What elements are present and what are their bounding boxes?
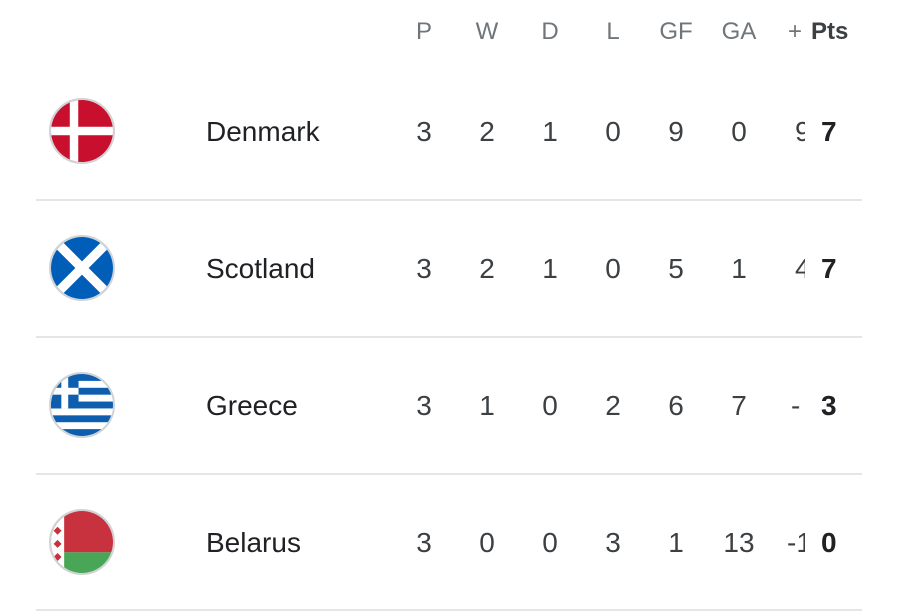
denmark-flag-icon — [49, 98, 115, 164]
table-header: P W D L GF GA + Pts — [0, 0, 900, 70]
header-goal-difference: + — [787, 18, 802, 45]
played-value: 3 — [416, 390, 432, 421]
won-value: 1 — [479, 390, 495, 421]
row-divider — [36, 199, 862, 201]
played-value: 3 — [416, 527, 432, 558]
lost-value: 3 — [605, 527, 621, 558]
goal-difference-value: - — [791, 390, 801, 421]
team-name[interactable]: Belarus — [206, 527, 301, 558]
played-value: 3 — [416, 253, 432, 284]
lost-value: 2 — [605, 390, 621, 421]
won-value: 0 — [479, 527, 495, 558]
team-name[interactable]: Scotland — [206, 253, 315, 284]
header-lost: L — [606, 18, 620, 45]
header-points: Pts — [811, 18, 849, 45]
drawn-value: 1 — [542, 253, 558, 284]
team-name[interactable]: Greece — [206, 390, 298, 421]
points-value: 7 — [821, 253, 837, 284]
row-divider — [36, 473, 862, 475]
drawn-value: 0 — [542, 527, 558, 558]
header-played: P — [415, 18, 432, 45]
goal-difference-value: -1 — [787, 527, 805, 558]
drawn-value: 0 — [542, 390, 558, 421]
drawn-value: 1 — [542, 116, 558, 147]
goals-against-value: 0 — [731, 116, 747, 147]
header-goals-against: GA — [721, 18, 757, 45]
table-row[interactable]: Scotland 3 2 1 0 5 1 4 7 — [0, 201, 900, 337]
lost-value: 0 — [605, 116, 621, 147]
row-divider — [36, 609, 862, 611]
points-value: 7 — [821, 116, 837, 147]
won-value: 2 — [479, 116, 495, 147]
table-row[interactable]: Denmark 3 2 1 0 9 0 9 7 — [0, 64, 900, 200]
goals-for-value: 6 — [668, 390, 684, 421]
points-value: 3 — [821, 390, 837, 421]
goal-difference-value: 4 — [795, 253, 805, 284]
goals-against-value: 7 — [731, 390, 747, 421]
played-value: 3 — [416, 116, 432, 147]
header-drawn: D — [541, 18, 559, 45]
table-row[interactable]: Belarus 3 0 0 3 1 13 -1 0 — [0, 475, 900, 611]
goals-for-value: 9 — [668, 116, 684, 147]
header-won: W — [475, 18, 499, 45]
goals-for-value: 1 — [668, 527, 684, 558]
goals-against-value: 1 — [731, 253, 747, 284]
greece-flag-icon — [49, 372, 115, 438]
goals-for-value: 5 — [668, 253, 684, 284]
goal-difference-value: 9 — [795, 116, 805, 147]
goals-against-value: 13 — [723, 527, 755, 558]
scotland-flag-icon — [49, 235, 115, 301]
header-goals-for: GF — [659, 18, 693, 45]
team-name[interactable]: Denmark — [206, 116, 320, 147]
won-value: 2 — [479, 253, 495, 284]
row-divider — [36, 336, 862, 338]
table-row[interactable]: Greece 3 1 0 2 6 7 - 3 — [0, 338, 900, 474]
belarus-flag-icon — [49, 509, 115, 575]
lost-value: 0 — [605, 253, 621, 284]
points-value: 0 — [821, 527, 837, 558]
